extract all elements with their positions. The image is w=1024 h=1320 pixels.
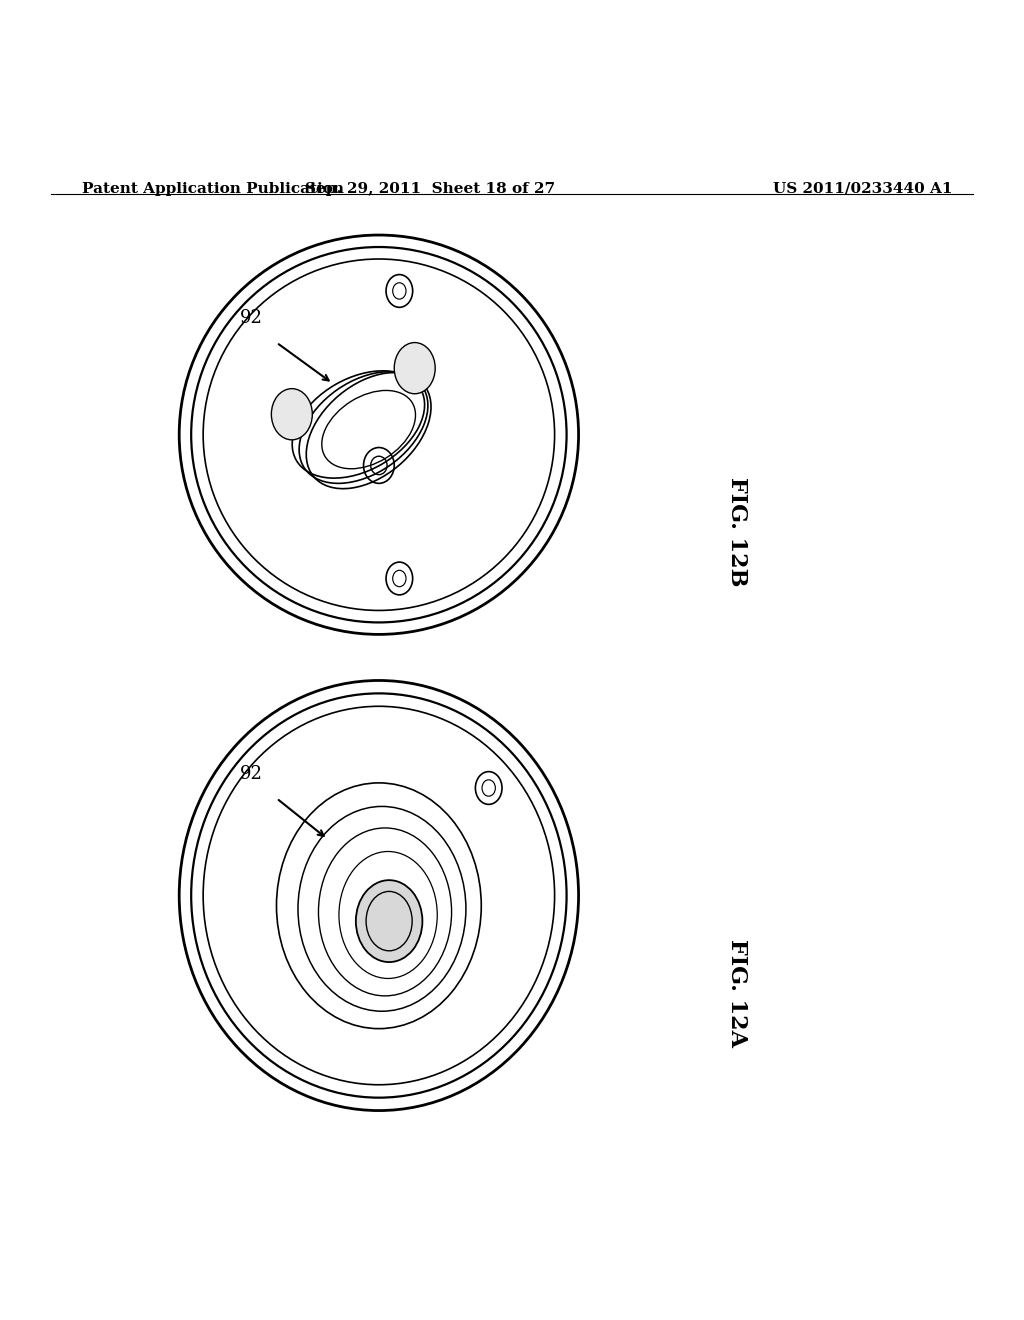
Ellipse shape: [394, 343, 435, 393]
Text: Patent Application Publication: Patent Application Publication: [82, 182, 344, 195]
Text: FIG. 12A: FIG. 12A: [726, 939, 749, 1047]
Text: 92: 92: [240, 309, 262, 327]
Text: FIG. 12B: FIG. 12B: [726, 478, 749, 587]
Ellipse shape: [356, 880, 422, 962]
Text: US 2011/0233440 A1: US 2011/0233440 A1: [773, 182, 952, 195]
Text: 92: 92: [240, 764, 262, 783]
Ellipse shape: [271, 388, 312, 440]
Text: Sep. 29, 2011  Sheet 18 of 27: Sep. 29, 2011 Sheet 18 of 27: [305, 182, 555, 195]
